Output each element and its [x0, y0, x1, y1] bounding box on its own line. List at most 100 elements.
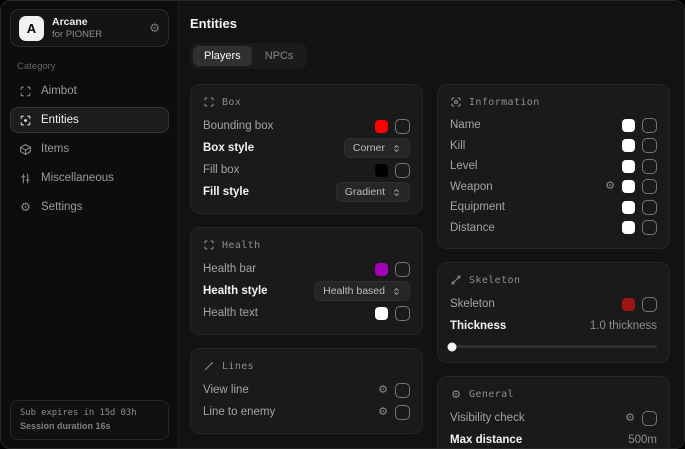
color-swatch[interactable]: [375, 306, 388, 320]
color-swatch[interactable]: [622, 139, 635, 153]
chevrons-up-down-icon: [392, 287, 401, 296]
panel-title: Information: [469, 96, 540, 108]
view-line-gear-icon[interactable]: ⚙: [378, 383, 388, 396]
panel-title: Lines: [222, 360, 255, 372]
information-panel: Information Name Kill: [437, 84, 670, 249]
color-swatch[interactable]: [622, 118, 635, 132]
view-line-checkbox[interactable]: [395, 382, 410, 398]
level-row: Level: [450, 156, 657, 177]
thickness-slider[interactable]: [447, 342, 657, 351]
panel-title: Box: [222, 96, 242, 108]
app-settings-gear-icon[interactable]: ⚙: [149, 21, 160, 35]
row-label: Bounding box: [203, 120, 274, 132]
fill-box-checkbox[interactable]: [395, 162, 410, 178]
row-label: Distance: [450, 221, 495, 234]
equipment-row: Equipment: [450, 197, 657, 218]
weapon-gear-icon[interactable]: ⚙: [605, 180, 615, 193]
sidebar-item-settings[interactable]: ⚙ Settings: [10, 194, 169, 220]
gear-icon: ⚙: [20, 200, 31, 214]
row-label: Kill: [450, 139, 466, 152]
equipment-checkbox[interactable]: [642, 199, 657, 215]
diagonal-line-icon: [203, 360, 215, 372]
color-swatch[interactable]: [375, 262, 388, 276]
line-to-enemy-gear-icon[interactable]: ⚙: [378, 405, 388, 418]
row-label: Weapon: [450, 180, 493, 193]
thickness-value: 1.0 thickness: [589, 320, 657, 332]
level-checkbox[interactable]: [642, 158, 657, 174]
row-label: Name: [450, 119, 481, 132]
sliders-icon: [19, 172, 32, 185]
tab-npcs[interactable]: NPCs: [264, 50, 294, 62]
distance-checkbox[interactable]: [642, 220, 657, 236]
sidebar-item-miscellaneous[interactable]: Miscellaneous: [10, 165, 169, 191]
color-swatch[interactable]: [622, 221, 635, 235]
line-to-enemy-checkbox[interactable]: [395, 404, 410, 420]
name-checkbox[interactable]: [642, 117, 657, 133]
skeleton-panel: Skeleton Skeleton Thickness 1.0 thicknes…: [437, 262, 670, 363]
visibility-check-row: Visibility check ⚙: [450, 407, 657, 429]
weapon-checkbox[interactable]: [642, 179, 657, 195]
visibility-check-gear-icon[interactable]: ⚙: [625, 411, 635, 424]
visibility-check-checkbox[interactable]: [642, 410, 657, 426]
kill-checkbox[interactable]: [642, 138, 657, 154]
fill-style-dropdown[interactable]: Gradient: [335, 182, 410, 202]
color-swatch[interactable]: [622, 200, 635, 214]
package-icon: [19, 143, 32, 156]
sidebar-item-items[interactable]: Items: [10, 136, 169, 162]
color-swatch[interactable]: [622, 297, 635, 311]
app-title: Arcane: [52, 15, 88, 28]
row-label: Visibility check: [450, 412, 525, 424]
row-label: Level: [450, 160, 478, 173]
bounding-box-checkbox[interactable]: [395, 118, 410, 134]
row-label: Health text: [203, 307, 258, 319]
row-label: Equipment: [450, 201, 505, 214]
sidebar: A Arcane for PIONER ⚙ Category Aimbot En…: [1, 1, 179, 448]
color-swatch[interactable]: [622, 180, 635, 194]
color-swatch[interactable]: [622, 159, 635, 173]
line-to-enemy-row: Line to enemy ⚙: [203, 401, 410, 423]
scan-eye-icon: [450, 96, 462, 108]
color-swatch[interactable]: [375, 163, 388, 177]
health-text-row: Health text: [203, 302, 410, 324]
box-style-row: Box style Corner: [203, 137, 410, 159]
row-label: Fill box: [203, 164, 240, 176]
row-label: Box style: [203, 142, 255, 154]
health-style-dropdown[interactable]: Health based: [314, 281, 410, 301]
color-swatch[interactable]: [375, 119, 388, 133]
row-label: Health style: [203, 285, 268, 297]
health-bar-checkbox[interactable]: [395, 261, 410, 277]
main-content: Entities Players NPCs Box Bounding box: [180, 1, 684, 448]
scan-brackets-icon: [203, 239, 215, 251]
kill-row: Kill: [450, 136, 657, 157]
weapon-row: Weapon ⚙: [450, 177, 657, 198]
dropdown-value: Health based: [323, 285, 385, 297]
skeleton-checkbox[interactable]: [642, 296, 657, 312]
panel-title: General: [469, 388, 514, 400]
bone-icon: [450, 274, 462, 286]
row-label: View line: [203, 384, 249, 396]
lines-panel: Lines View line ⚙ Line to enemy ⚙: [190, 348, 423, 434]
sub-expiry-text: Sub expires in 15d 03h: [20, 408, 137, 419]
sidebar-item-label: Settings: [41, 201, 83, 213]
max-distance-row: Max distance 500m: [450, 429, 657, 448]
row-label: Health bar: [203, 263, 257, 275]
thickness-row: Thickness 1.0 thickness: [450, 315, 657, 337]
row-label: Skeleton: [450, 298, 495, 310]
page-title: Entities: [190, 16, 237, 31]
general-panel: ⚙ General Visibility check ⚙ Max distanc…: [437, 376, 670, 448]
box-panel: Box Bounding box Box style Corner: [190, 84, 423, 214]
distance-row: Distance: [450, 218, 657, 239]
name-row: Name: [450, 115, 657, 136]
gear-icon: ⚙: [451, 388, 461, 401]
health-panel: Health Health bar Health style Health ba…: [190, 227, 423, 335]
panel-title: Health: [222, 239, 261, 251]
thickness-slider-thumb[interactable]: [447, 342, 457, 351]
chevrons-up-down-icon: [392, 144, 401, 153]
sidebar-item-aimbot[interactable]: Aimbot: [10, 78, 169, 104]
sidebar-item-entities[interactable]: Entities: [10, 107, 169, 133]
chevrons-up-down-icon: [392, 188, 401, 197]
health-text-checkbox[interactable]: [395, 305, 410, 321]
tab-players[interactable]: Players: [193, 46, 252, 66]
box-style-dropdown[interactable]: Corner: [343, 138, 410, 158]
